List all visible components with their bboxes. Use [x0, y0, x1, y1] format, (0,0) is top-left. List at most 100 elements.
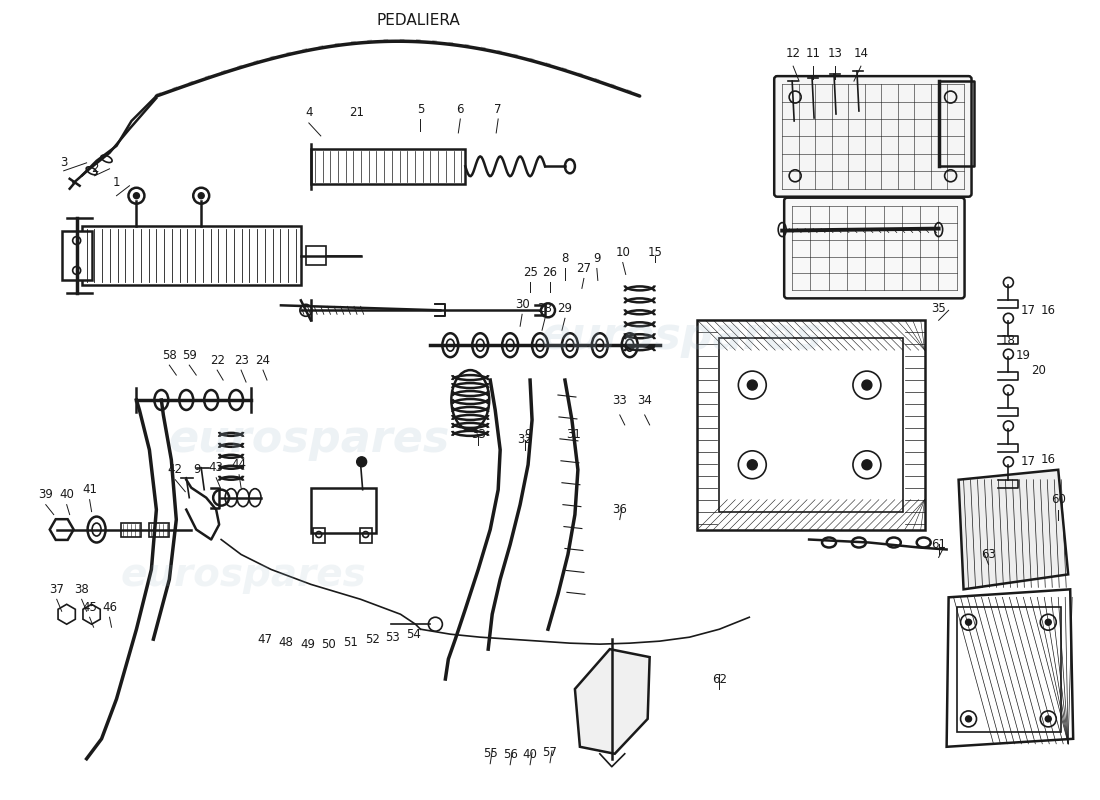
Circle shape — [862, 460, 872, 470]
Text: 40: 40 — [522, 748, 538, 762]
Text: 56: 56 — [503, 748, 518, 762]
Text: 17: 17 — [1021, 455, 1036, 468]
Text: 4: 4 — [305, 106, 312, 119]
Text: 53: 53 — [385, 630, 400, 644]
FancyBboxPatch shape — [784, 198, 965, 298]
FancyBboxPatch shape — [774, 76, 971, 197]
Bar — [719, 338, 903, 512]
Text: 31: 31 — [566, 428, 582, 442]
Text: 32: 32 — [518, 434, 532, 446]
Text: 12: 12 — [785, 46, 801, 60]
Text: 39: 39 — [39, 488, 53, 501]
Bar — [311, 149, 465, 184]
Text: 6: 6 — [456, 102, 464, 115]
Text: eurospares: eurospares — [120, 556, 366, 594]
Text: 25: 25 — [522, 266, 538, 279]
Text: 47: 47 — [257, 633, 273, 646]
Circle shape — [133, 193, 140, 198]
Text: 48: 48 — [278, 636, 294, 649]
Bar — [311, 488, 375, 533]
Text: 13: 13 — [827, 46, 843, 60]
Text: 33: 33 — [613, 394, 627, 406]
Text: 37: 37 — [50, 583, 64, 596]
Circle shape — [966, 716, 971, 722]
Bar — [62, 230, 91, 281]
Text: 51: 51 — [343, 636, 359, 649]
Text: 33: 33 — [471, 428, 485, 442]
Text: 10: 10 — [615, 246, 630, 259]
Text: 14: 14 — [854, 46, 868, 60]
Text: 45: 45 — [82, 601, 97, 614]
Text: 46: 46 — [102, 601, 117, 614]
Text: 7: 7 — [494, 102, 502, 115]
Text: 44: 44 — [232, 458, 246, 471]
Text: 18: 18 — [1001, 334, 1015, 346]
Circle shape — [862, 380, 872, 390]
Text: PEDALIERA: PEDALIERA — [376, 14, 460, 28]
Text: 28: 28 — [538, 302, 552, 315]
Text: 30: 30 — [515, 298, 529, 311]
Text: 41: 41 — [82, 483, 97, 496]
Polygon shape — [958, 470, 1068, 590]
Bar — [81, 226, 301, 286]
Text: 26: 26 — [542, 266, 558, 279]
Text: 54: 54 — [406, 628, 421, 641]
Text: 19: 19 — [1016, 349, 1031, 362]
Text: 2: 2 — [91, 162, 98, 175]
Text: 23: 23 — [233, 354, 249, 366]
Text: eurospares: eurospares — [168, 418, 450, 462]
Circle shape — [747, 380, 757, 390]
Text: 63: 63 — [981, 548, 996, 561]
Text: 20: 20 — [1031, 364, 1046, 377]
Text: 24: 24 — [255, 354, 271, 366]
Text: 43: 43 — [209, 462, 223, 474]
Text: 1: 1 — [113, 176, 120, 190]
Circle shape — [747, 460, 757, 470]
Text: 15: 15 — [647, 246, 662, 259]
Text: 3: 3 — [60, 156, 67, 170]
Text: 9: 9 — [593, 252, 601, 265]
Text: 60: 60 — [1050, 493, 1066, 506]
Text: 9: 9 — [525, 428, 531, 442]
Text: 16: 16 — [1041, 454, 1056, 466]
Text: eurospares: eurospares — [541, 314, 822, 358]
Bar — [306, 246, 326, 266]
Bar — [957, 607, 1062, 732]
Text: 42: 42 — [168, 463, 183, 476]
Text: 22: 22 — [210, 354, 224, 366]
Circle shape — [1045, 619, 1052, 626]
Text: 9: 9 — [194, 463, 201, 476]
Text: 36: 36 — [613, 503, 627, 516]
Text: 55: 55 — [483, 747, 497, 760]
Text: 17: 17 — [1021, 304, 1036, 317]
Circle shape — [1045, 716, 1052, 722]
Text: 38: 38 — [75, 583, 89, 596]
Text: 62: 62 — [712, 673, 727, 686]
Text: 27: 27 — [576, 262, 592, 275]
Bar — [697, 320, 925, 530]
Text: 57: 57 — [542, 746, 558, 759]
Text: 58: 58 — [162, 349, 177, 362]
Text: 29: 29 — [558, 302, 572, 315]
Bar — [360, 527, 372, 542]
Text: 59: 59 — [182, 349, 197, 362]
Bar — [150, 522, 169, 537]
Text: 21: 21 — [349, 106, 364, 119]
Text: 40: 40 — [59, 488, 74, 501]
Bar — [121, 522, 142, 537]
Text: 35: 35 — [932, 302, 946, 315]
Text: 8: 8 — [561, 252, 569, 265]
Text: 34: 34 — [637, 394, 652, 406]
Text: 50: 50 — [321, 638, 337, 650]
Text: 61: 61 — [931, 538, 946, 551]
Circle shape — [198, 193, 205, 198]
Text: 11: 11 — [805, 46, 821, 60]
Bar — [312, 527, 324, 542]
Polygon shape — [575, 649, 650, 754]
Text: 5: 5 — [417, 102, 425, 115]
Circle shape — [966, 619, 971, 626]
Text: 16: 16 — [1041, 304, 1056, 317]
Text: 49: 49 — [300, 638, 316, 650]
Text: 52: 52 — [365, 633, 381, 646]
Circle shape — [356, 457, 366, 466]
